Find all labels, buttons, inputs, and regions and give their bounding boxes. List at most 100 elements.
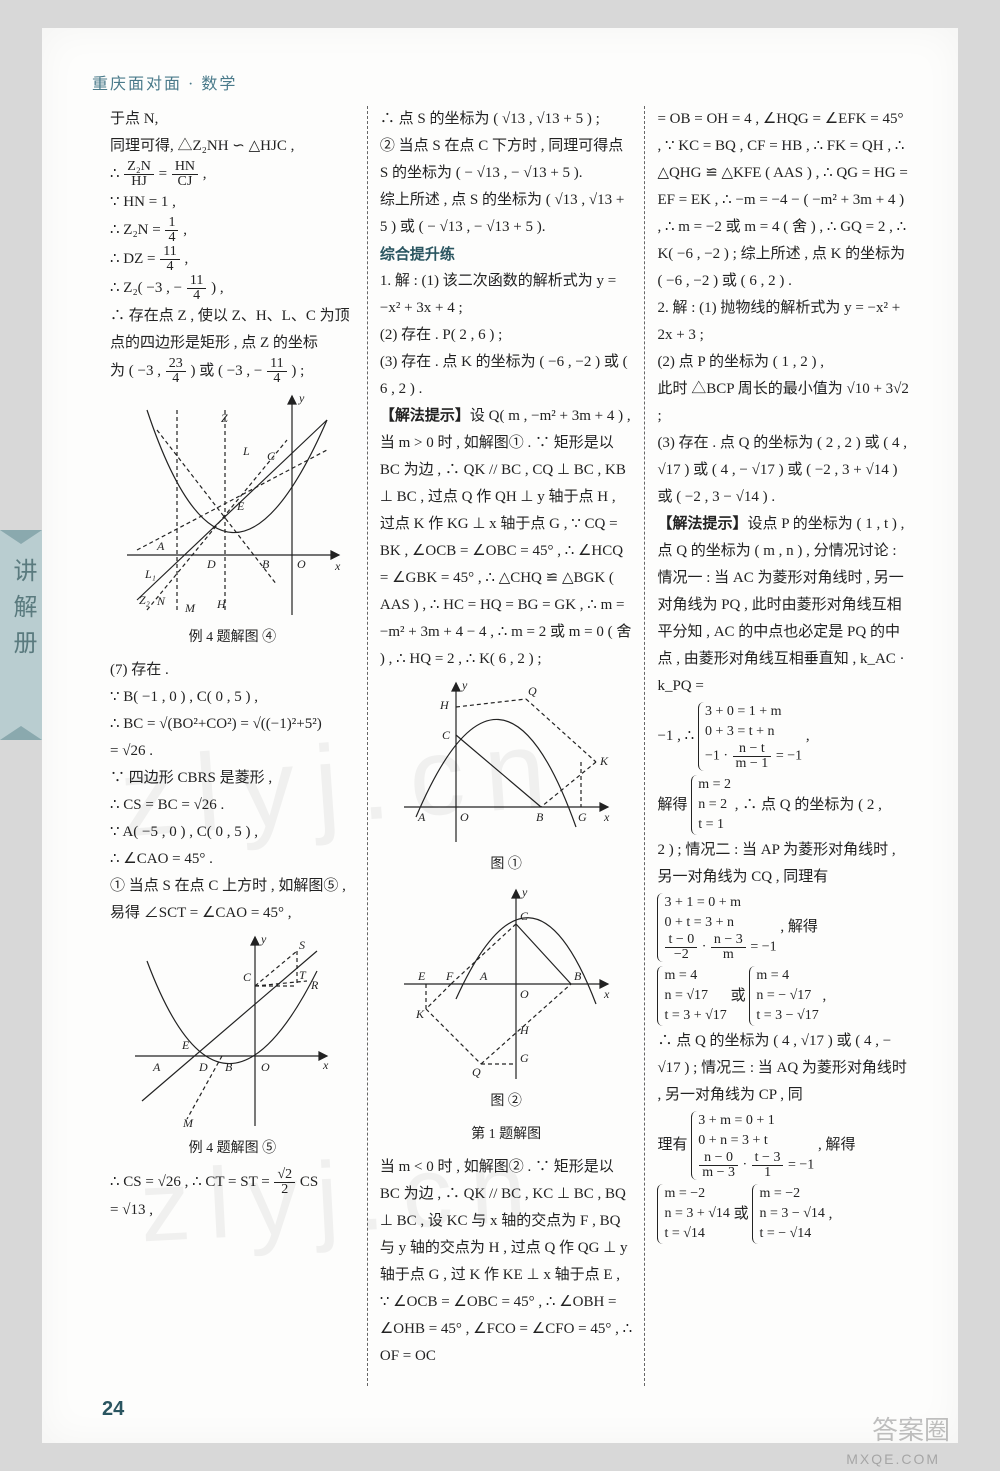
svg-text:x: x <box>603 987 610 1001</box>
svg-text:Z₂: Z₂ <box>139 593 150 607</box>
figA-caption: 图 ① <box>380 851 633 878</box>
column-1: 于点 N, 同理可得, △Z₂NH ∽ △HJC , ∴ Z₂NHJ = HNC… <box>102 106 363 1386</box>
svg-text:E: E <box>181 1038 190 1052</box>
c2-q1-2: (2) 存在 . P( 2 , 6 ) ; <box>380 322 633 349</box>
c3-hint: 【解法提示】设点 P 的坐标为 ( 1 , t ) , 点 Q 的坐标为 ( m… <box>657 511 910 700</box>
svg-text:B: B <box>225 1060 233 1074</box>
footer-url: MXQE.COM <box>846 1451 940 1467</box>
page-number: 24 <box>102 1398 124 1421</box>
svg-text:C: C <box>520 909 529 923</box>
svg-text:B: B <box>574 969 582 983</box>
svg-text:C: C <box>243 970 252 984</box>
page: 重庆面对面 · 数学 于点 N, 同理可得, △Z₂NH ∽ △HJC , ∴ … <box>42 28 958 1443</box>
c3-pmid: 2 ) ; 情况二 : 当 AP 为菱形对角线时 , 另一对角线为 CQ , 同… <box>657 837 910 891</box>
c1-p15: ∵ A( −5 , 0 ) , C( 0 , 5 ) , <box>110 819 355 846</box>
svg-text:T: T <box>299 968 307 982</box>
fig5-caption: 例 4 题解图 ⑤ <box>110 1135 355 1162</box>
c2-after: 当 m < 0 时 , 如解图② . ∵ 矩形是以 BC 为边 , ∴ QK /… <box>380 1154 633 1370</box>
svg-text:x: x <box>603 810 610 824</box>
svg-text:H: H <box>439 698 450 712</box>
svg-text:N: N <box>156 594 166 608</box>
c2-q1-3: (3) 存在 . 点 K 的坐标为 ( −6 , −2 ) 或 ( 6 , 2 … <box>380 349 633 403</box>
divider-1 <box>367 106 368 1386</box>
svg-text:O: O <box>261 1060 270 1074</box>
svg-text:A: A <box>479 969 488 983</box>
c3-eq6: m = −2 n = 3 + √14 t = √14 或 m = −2 n = … <box>657 1182 910 1246</box>
svg-text:y: y <box>298 391 305 405</box>
svg-text:K: K <box>599 754 609 768</box>
c3-q2-2: (2) 点 P 的坐标为 ( 1 , 2 ) , <box>657 349 910 376</box>
svg-text:A: A <box>156 539 165 553</box>
c1-p11: ∴ BC = √(BO²+CO²) = √((−1)²+5²) <box>110 711 355 738</box>
c1-p18: ∴ CS = √26 , ∴ CT = ST = √22 CS <box>110 1168 355 1197</box>
c2-p1: ∴ 点 S 的坐标为 ( √13 , √13 + 5 ) ; <box>380 106 633 133</box>
c1-p4: ∵ HN = 1 , <box>110 189 355 216</box>
figure-b: C E F A O B H G K Q x y <box>396 884 616 1084</box>
svg-text:R: R <box>310 978 319 992</box>
c2-q1-1: 1. 解 : (1) 该二次函数的解析式为 y = −x² + 3x + 4 ; <box>380 268 633 322</box>
divider-2 <box>644 106 645 1386</box>
svg-text:A: A <box>417 810 426 824</box>
c1-p16: ∴ ∠CAO = 45° . <box>110 846 355 873</box>
c1-p7: ∴ Z₂( −3 , − 114 ) , <box>110 274 355 303</box>
c2-p2: ② 当点 S 在点 C 下方时 , 同理可得点 S 的坐标为 ( − √13 ,… <box>380 133 633 187</box>
svg-text:E: E <box>236 499 245 513</box>
c1-p19: = √13 , <box>110 1197 355 1224</box>
column-2: ∴ 点 S 的坐标为 ( √13 , √13 + 5 ) ; ② 当点 S 在点… <box>372 106 641 1386</box>
c3-eq5: 理有 3 + m = 0 + 1 0 + n = 3 + t n − 0m − … <box>657 1109 910 1182</box>
figure-a: H Q C K A O B G x y <box>396 677 616 847</box>
c3-eq2: 解得 m = 2 n = 2 t = 1 , ∴ 点 Q 的坐标为 ( 2 , <box>657 773 910 837</box>
figure-4: Z L C A D B O E H M N Z₂ L₁ x y <box>117 390 347 620</box>
c1-p3: ∴ Z₂NHJ = HNCJ , <box>110 160 355 189</box>
c3-q2-1: 2. 解 : (1) 抛物线的解析式为 y = −x² + 2x + 3 ; <box>657 295 910 349</box>
fig4-caption: 例 4 题解图 ④ <box>110 624 355 651</box>
svg-text:S: S <box>299 938 305 952</box>
c1-p2: 同理可得, △Z₂NH ∽ △HJC , <box>110 133 355 160</box>
c3-eq1: −1 , ∴ 3 + 0 = 1 + m 0 + 3 = t + n −1 · … <box>657 700 910 773</box>
c1-p17: ① 当点 S 在点 C 上方时 , 如解图⑤ , 易得 ∠SCT = ∠CAO … <box>110 873 355 927</box>
c2-heading: 综合提升练 <box>380 241 633 268</box>
svg-text:Q: Q <box>472 1065 481 1079</box>
c3-eq4: m = 4 n = √17 t = 3 + √17 或 m = 4 n = − … <box>657 964 910 1028</box>
svg-text:O: O <box>520 987 529 1001</box>
c1-p8: ∴ 存在点 Z , 使以 Z、H、L、C 为顶点的四边形是矩形 , 点 Z 的坐… <box>110 303 355 357</box>
svg-text:D: D <box>198 1060 208 1074</box>
c3-pmid2: ∴ 点 Q 的坐标为 ( 4 , √17 ) 或 ( 4 , − √17 ) ;… <box>657 1028 910 1109</box>
c1-p8b: 为 ( −3 , 234 ) 或 ( −3 , − 114 ) ; <box>110 357 355 386</box>
c1-p14: ∴ CS = BC = √26 . <box>110 792 355 819</box>
c3-q2-3: 此时 △BCP 周长的最小值为 √10 + 3√2 ; <box>657 376 910 430</box>
c2-hint: 【解法提示】设 Q( m , −m² + 3m + 4 ) , 当 m > 0 … <box>380 403 633 673</box>
c1-p9: (7) 存在 . <box>110 657 355 684</box>
svg-text:y: y <box>461 678 468 692</box>
svg-text:M: M <box>182 1116 194 1130</box>
svg-text:G: G <box>578 810 587 824</box>
side-tab: 讲解册 <box>0 530 42 740</box>
figure-5: S T R C E A D B O M x y <box>127 931 337 1131</box>
svg-text:A: A <box>152 1060 161 1074</box>
side-tab-text: 讲解册 <box>0 558 40 666</box>
svg-text:B: B <box>262 557 270 571</box>
c2-p3: 综上所述 , 点 S 的坐标为 ( √13 , √13 + 5 ) 或 ( − … <box>380 187 633 241</box>
svg-text:Q: Q <box>528 684 537 698</box>
c1-p13: ∵ 四边形 CBRS 是菱形 , <box>110 765 355 792</box>
footer-logo: 答案圈 <box>872 1410 950 1447</box>
svg-text:H: H <box>216 597 227 611</box>
svg-text:D: D <box>206 557 216 571</box>
svg-text:y: y <box>260 932 267 946</box>
c1-p1: 于点 N, <box>110 106 355 133</box>
page-header: 重庆面对面 · 数学 <box>92 70 918 94</box>
c1-p12: = √26 . <box>110 738 355 765</box>
c3-eq3: 3 + 1 = 0 + m 0 + t = 3 + n t − 0−2 · n … <box>657 891 910 964</box>
svg-text:y: y <box>521 885 528 899</box>
svg-text:M: M <box>184 601 196 615</box>
fig-main-caption: 第 1 题解图 <box>380 1121 633 1148</box>
c1-p6: ∴ DZ = 114 , <box>110 245 355 274</box>
column-3: = OB = OH = 4 , ∠HQG = ∠EFK = 45° , ∵ KC… <box>649 106 918 1386</box>
c1-p5: ∴ Z₂N = 14 , <box>110 216 355 245</box>
svg-text:B: B <box>536 810 544 824</box>
svg-text:L: L <box>242 444 250 458</box>
c3-p1: = OB = OH = 4 , ∠HQG = ∠EFK = 45° , ∵ KC… <box>657 106 910 295</box>
svg-text:x: x <box>334 559 341 573</box>
svg-text:C: C <box>442 728 451 742</box>
svg-text:G: G <box>520 1051 529 1065</box>
